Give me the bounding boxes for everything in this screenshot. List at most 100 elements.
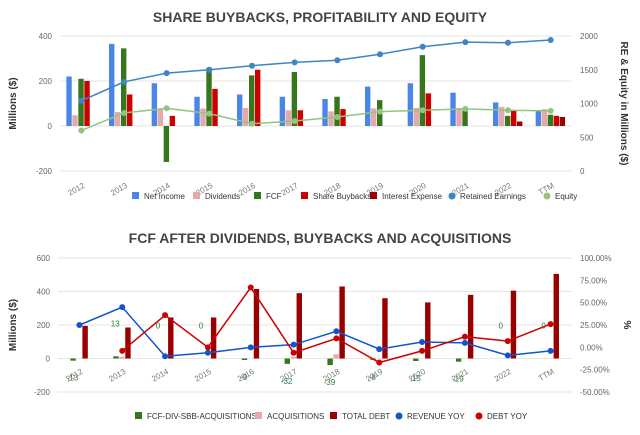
chart1-bar-dividends	[413, 108, 420, 126]
chart2-point-debt-yoy	[419, 347, 426, 354]
chart2-ytick-label: 0	[46, 355, 51, 364]
chart1-bar-net-income	[151, 83, 158, 126]
chart1-bar-share-buybacks	[511, 110, 517, 126]
chart1-legend-swatch-interest-expense	[370, 192, 377, 199]
chart1-point-retained-earnings	[206, 66, 213, 73]
chart2-ytick-label: 200	[37, 321, 51, 330]
chart1-bar-dividends	[328, 111, 334, 126]
chart2-data-label: -39	[324, 378, 336, 387]
chart2-bar-total-debt	[296, 293, 302, 359]
chart2-point-debt-yoy	[247, 284, 254, 291]
chart2-ytick-label: 600	[37, 254, 51, 263]
chart1-point-retained-earnings	[505, 39, 511, 46]
chart1-point-retained-earnings	[547, 37, 554, 44]
chart1-legend-label-dividends: Dividends	[205, 192, 240, 201]
chart2-data-label: -19	[452, 375, 464, 384]
chart1-bar-net-income	[365, 86, 371, 126]
chart2-bar-total-debt	[168, 317, 174, 359]
chart2-bar-fcf-div-sbb-acquisitions	[284, 358, 290, 364]
chart1-bar-dividends	[243, 108, 249, 126]
chart2-point-revenue-yoy	[419, 338, 426, 345]
chart1-point-equity	[547, 107, 554, 114]
chart1-bar-fcf	[121, 48, 127, 126]
chart1-bar-fcf	[505, 115, 511, 126]
chart1-xtick-label: 2017	[280, 181, 300, 198]
chart1-point-retained-earnings	[462, 39, 469, 46]
chart2-data-label: -13	[67, 374, 79, 383]
chart1-bar-fcf	[291, 72, 298, 126]
chart2-point-revenue-yoy	[504, 352, 511, 359]
chart1-point-retained-earnings	[163, 70, 170, 77]
chart1-point-equity	[78, 127, 85, 134]
chart1-point-equity	[334, 114, 341, 120]
chart2-bar-total-debt	[210, 317, 217, 359]
chart1-y2tick-label: 500	[580, 133, 594, 142]
chart2-bar-fcf-div-sbb-acquisitions	[455, 358, 462, 362]
chart2-point-revenue-yoy	[290, 341, 297, 348]
chart2-legend-label-debt-yoy: DEBT YOY	[487, 412, 528, 421]
chart2-legend-swatch-fcf-div-sbb-acquisitions	[135, 412, 142, 419]
chart2-ytick-label: -200	[34, 388, 51, 397]
chart2-point-debt-yoy	[461, 333, 468, 340]
chart1-legend-label-equity: Equity	[555, 192, 577, 201]
chart1-bar-dividends	[157, 109, 164, 126]
chart1-legend-swatch-equity	[543, 192, 551, 200]
chart1-bar-share-buybacks	[297, 110, 304, 126]
chart2-point-revenue-yoy	[119, 304, 126, 311]
chart1-legend-label-fcf: FCF	[266, 192, 282, 201]
chart2-point-revenue-yoy	[247, 344, 254, 351]
chart2-xtick-label: 2014	[150, 367, 170, 384]
chart2-point-revenue-yoy	[547, 347, 554, 354]
chart1-legend-label-interest-expense: Interest Expense	[382, 192, 443, 201]
chart2-bar-fcf-div-sbb-acquisitions	[241, 358, 248, 361]
chart1-bar-net-income	[493, 102, 499, 126]
chart1-bar-dividends	[200, 108, 206, 126]
chart2-legend-swatch-debt-yoy	[475, 412, 483, 420]
chart1-bar-net-income	[279, 96, 286, 126]
chart2-xtick-label: 2013	[107, 367, 127, 384]
chart2-point-debt-yoy	[162, 312, 169, 319]
chart2-y2tick-label: 0.00%	[580, 343, 603, 352]
chart2-data-label: 0	[541, 322, 546, 331]
chart1-ytick-label: -200	[36, 167, 53, 176]
chart2-bar-fcf-div-sbb-acquisitions	[113, 356, 119, 359]
chart1-bar-share-buybacks	[553, 115, 560, 126]
chart1-title: SHARE BUYBACKS, PROFITABILITY AND EQUITY	[153, 9, 488, 25]
chart2-point-debt-yoy	[119, 347, 126, 354]
chart1-ytick-label: 0	[48, 122, 53, 131]
chart1-y2tick-label: 1500	[580, 66, 598, 75]
chart1-point-equity	[505, 107, 511, 114]
chart1-bar-dividends	[115, 112, 121, 126]
chart1-point-retained-earnings	[78, 97, 85, 104]
chart1-point-retained-earnings	[419, 43, 426, 50]
chart1-ytick-label: 400	[39, 32, 53, 41]
chart1-bar-net-income	[109, 43, 115, 126]
chart1-y2tick-label: 0	[580, 167, 585, 176]
chart1-bar-share-buybacks	[169, 115, 176, 126]
chart1-bar-share-buybacks	[340, 109, 346, 126]
chart1-bar-net-income	[66, 76, 72, 126]
chart2-bar-total-debt	[125, 327, 131, 359]
chart1-legend-swatch-fcf	[254, 192, 261, 199]
chart2-ylabel: Millions ($)	[8, 299, 19, 351]
chart2-title: FCF AFTER DIVIDENDS, BUYBACKS AND ACQUIS…	[129, 230, 512, 246]
chart2-point-revenue-yoy	[76, 322, 83, 328]
chart2-data-label: 13	[111, 319, 120, 328]
chart2-data-label: -32	[281, 377, 293, 386]
chart1-bar-share-buybacks	[212, 88, 218, 126]
chart1-ytick-label: 200	[39, 77, 53, 86]
chart2-legend-label-total-debt: TOTAL DEBT	[342, 412, 390, 421]
chart2-bar-acquisitions	[333, 354, 339, 359]
chart2-xtick-label: TTM	[537, 367, 556, 383]
chart1-point-retained-earnings	[249, 62, 255, 69]
chart2-y2label: %	[621, 321, 632, 330]
chart1-bar-fcf	[249, 75, 255, 126]
chart1-bar-net-income	[407, 83, 414, 126]
chart2-data-label: -9	[240, 373, 248, 382]
chart2-bar-total-debt	[510, 290, 517, 359]
chart2-bar-total-debt	[339, 286, 345, 359]
chart1-bar-fcf	[163, 126, 170, 162]
chart1-legend-label-share-buybacks: Share Buybacks	[313, 192, 371, 201]
chart2-ytick-label: 400	[37, 288, 51, 297]
chart1-legend-swatch-share-buybacks	[301, 192, 308, 199]
